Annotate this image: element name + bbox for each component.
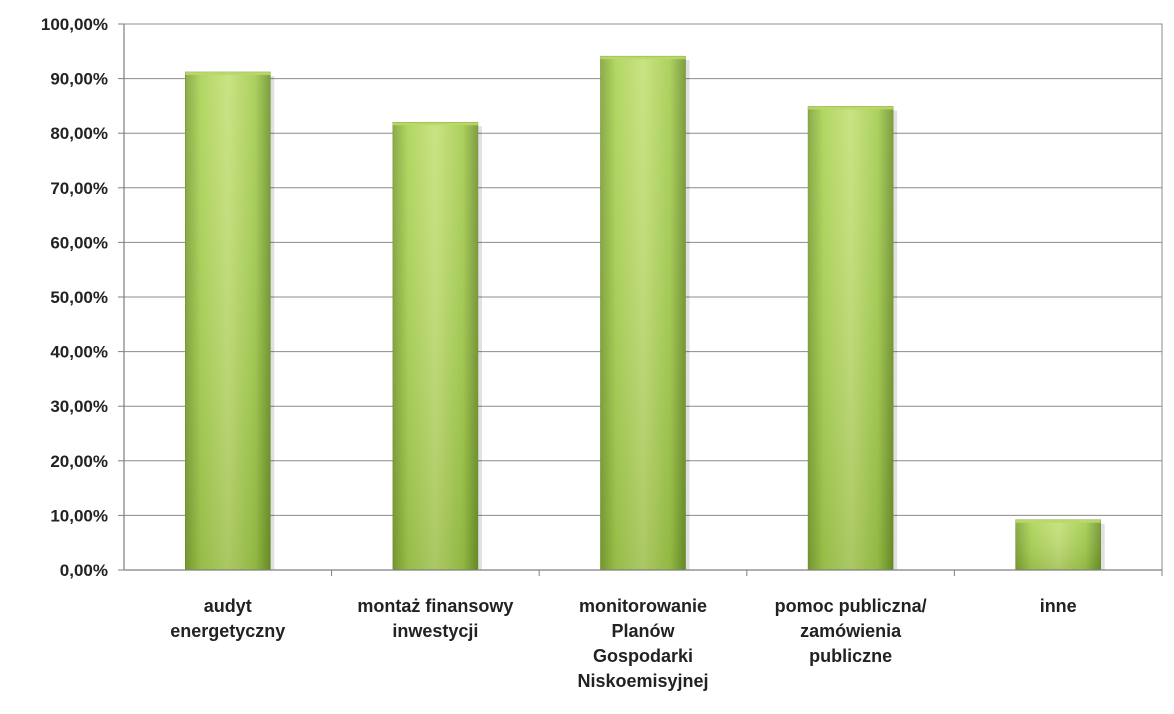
bar-top-bevel <box>600 56 686 60</box>
bar-shading <box>185 72 271 570</box>
y-tick-label: 50,00% <box>50 288 108 307</box>
x-category-label-line: energetyczny <box>170 621 285 641</box>
x-category-label-line: zamówienia <box>800 621 902 641</box>
y-tick-label: 60,00% <box>50 233 108 252</box>
bar-top-bevel <box>808 106 894 110</box>
bar-shading <box>600 56 686 571</box>
y-tick-label: 70,00% <box>50 179 108 198</box>
y-tick-label: 30,00% <box>50 397 108 416</box>
bar-top-bevel <box>185 72 271 76</box>
x-category-label: montaż finansowy inwestycji <box>357 596 513 641</box>
x-category-label-line: Planów <box>611 621 675 641</box>
x-category-label-line: inwestycji <box>392 621 478 641</box>
y-tick-label: 10,00% <box>50 506 108 525</box>
x-category-label-line: Gospodarki <box>593 646 693 666</box>
bar-top-bevel <box>1015 519 1101 523</box>
y-tick-label: 80,00% <box>50 124 108 143</box>
x-category-label-line: monitorowanie <box>579 596 707 616</box>
x-category-label-line: pomoc publiczna/ <box>775 596 927 616</box>
x-axis-category-labels: audyt energetyczny montaż finansowy inwesty… <box>170 596 1076 691</box>
x-category-label: pomoc publiczna/zamówienia publiczne <box>775 596 927 666</box>
y-tick-label: 0,00% <box>60 561 108 580</box>
bar-shading <box>1015 519 1101 570</box>
x-category-label: inne <box>1040 596 1077 616</box>
y-tick-label: 40,00% <box>50 343 108 362</box>
y-tick-label: 90,00% <box>50 70 108 89</box>
x-category-label-line: publiczne <box>809 646 892 666</box>
x-category-label: monitorowanie Planów Gospodarki Niskoemisyj… <box>577 596 708 691</box>
x-category-label-line: inne <box>1040 596 1077 616</box>
x-category-label-line: audyt <box>204 596 252 616</box>
x-category-label-line: montaż finansowy <box>357 596 513 616</box>
bar-shading <box>392 122 478 570</box>
x-category-label-line: Niskoemisyjnej <box>577 671 708 691</box>
y-tick-label: 100,00% <box>41 15 108 34</box>
bars <box>185 55 1105 571</box>
x-category-label: audyt energetyczny <box>170 596 285 641</box>
axes <box>118 23 1163 576</box>
bar-shading <box>808 106 894 571</box>
bar-top-bevel <box>392 122 478 126</box>
y-tick-label: 20,00% <box>50 452 108 471</box>
y-axis-tick-labels: 0,00% 10,00% 20,00% 30,00% 40,00% 50,00% 60,00… <box>41 15 108 580</box>
